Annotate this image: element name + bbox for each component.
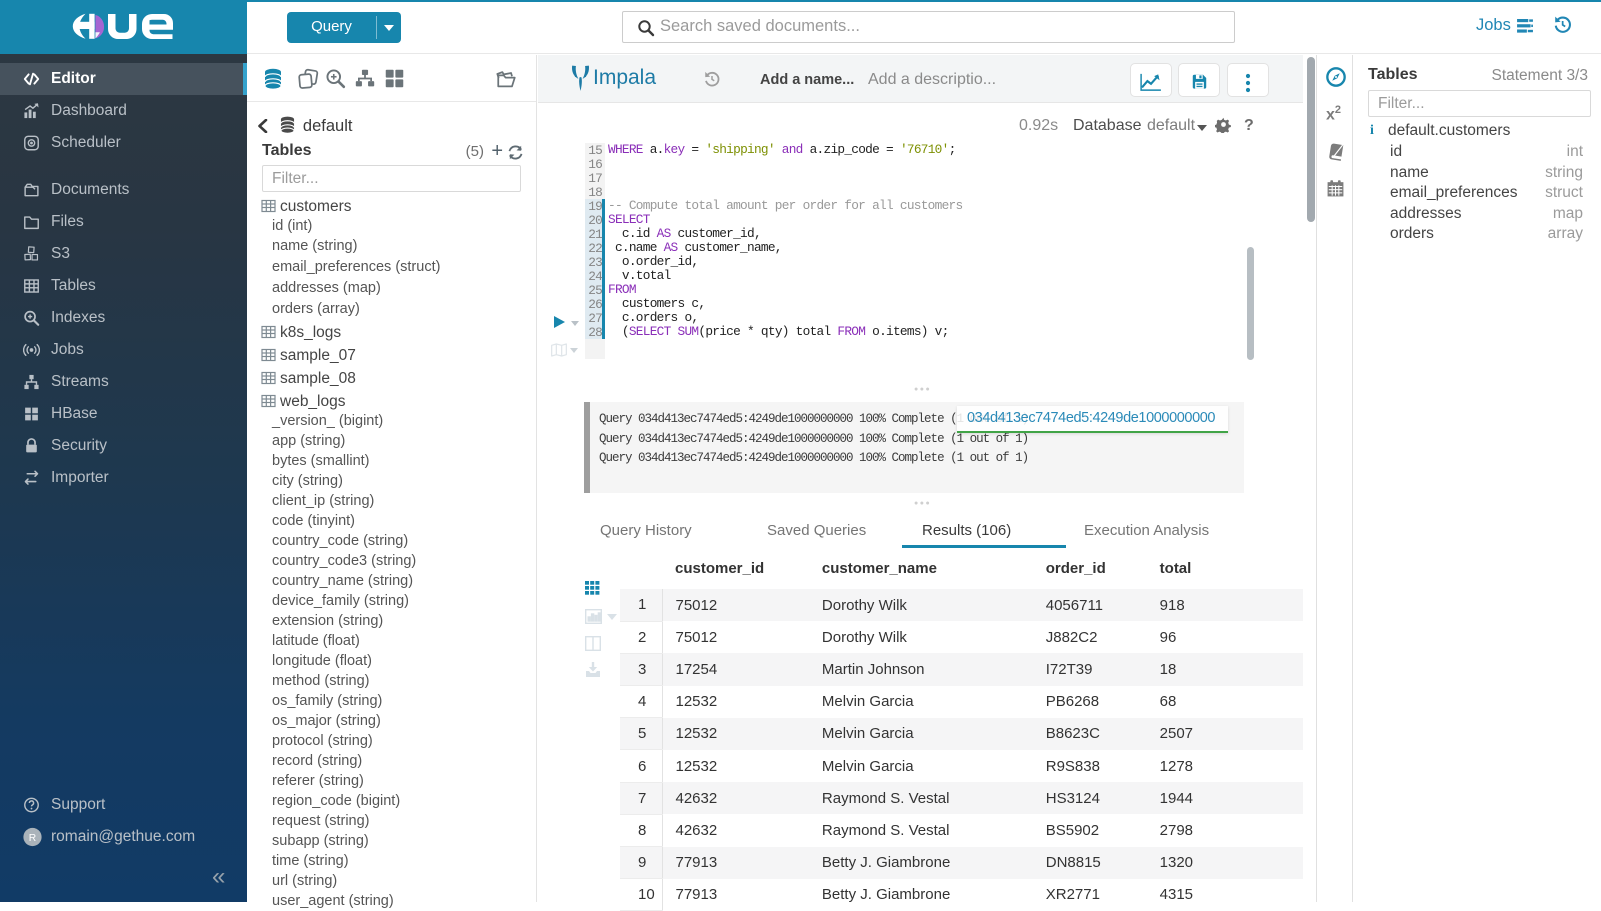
svg-text:R: R xyxy=(29,833,36,844)
